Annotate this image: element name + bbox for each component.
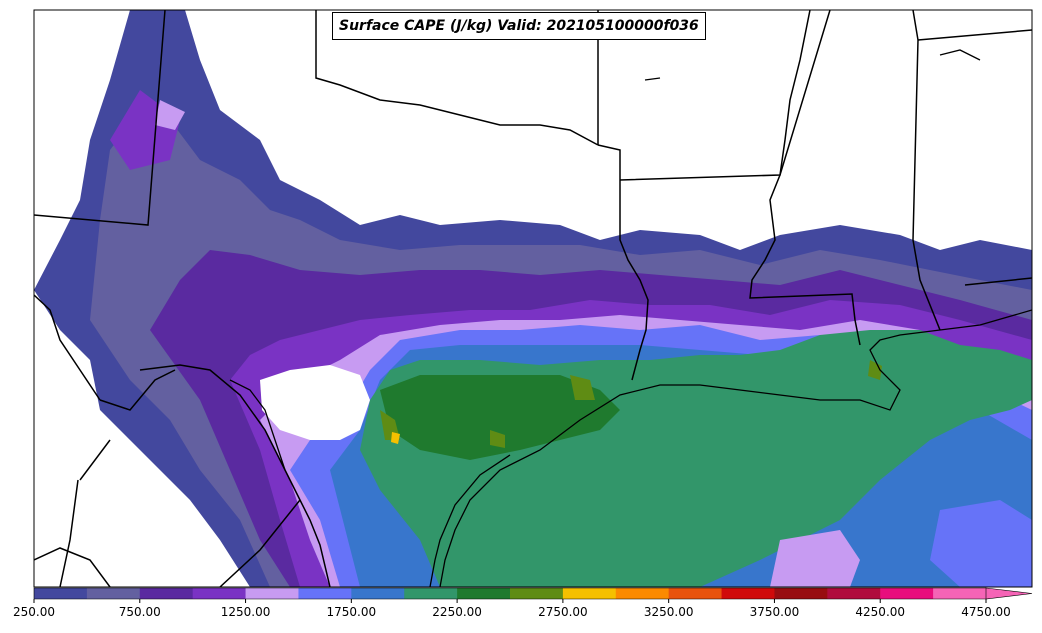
colorbar-segment <box>139 588 194 599</box>
colorbar-segment <box>668 588 723 599</box>
colorbar-tick-label: 2250.00 <box>432 605 482 619</box>
map-frame <box>33 9 1033 588</box>
colorbar <box>33 587 1033 603</box>
colorbar-tick-label: 4250.00 <box>855 605 906 619</box>
colorbar-segment <box>457 588 511 599</box>
colorbar-segment <box>774 588 828 599</box>
cape-contours <box>34 10 1032 587</box>
colorbar-segment <box>933 588 987 599</box>
colorbar-tick-label: 2750.00 <box>538 605 588 619</box>
colorbar-segment <box>562 588 617 599</box>
colorbar-tick-label: 750.00 <box>118 605 161 619</box>
colorbar-tick-label: 1250.00 <box>220 605 271 619</box>
state-borders <box>34 10 1032 587</box>
colorbar-segment <box>351 588 405 599</box>
colorbar-tick-label: 1750.00 <box>326 605 377 619</box>
colorbar-tick-label: 3250.00 <box>643 605 694 619</box>
colorbar-segment <box>827 588 881 599</box>
colorbar-segment <box>245 588 299 599</box>
colorbar-tick-label: 4750.00 <box>961 605 1011 619</box>
colorbar-tick-label: 250.00 <box>13 605 55 619</box>
colorbar-segment <box>510 588 564 599</box>
colorbar-segment <box>721 588 775 599</box>
colorbar-segment <box>34 588 88 599</box>
colorbar-segment <box>192 588 247 599</box>
colorbar-outline <box>33 587 986 600</box>
coastline <box>229 49 1032 587</box>
map-title: Surface CAPE (J/kg) Valid: 202105100000f… <box>332 12 706 40</box>
colorbar-segment <box>880 588 934 599</box>
colorbar-segment <box>404 588 458 599</box>
colorbar-segment <box>298 588 352 599</box>
colorbar-segment <box>86 588 141 599</box>
colorbar-segment <box>615 588 670 599</box>
colorbar-tick-label: 3750.00 <box>749 605 800 619</box>
colorbar-extend-arrow <box>985 587 1033 600</box>
